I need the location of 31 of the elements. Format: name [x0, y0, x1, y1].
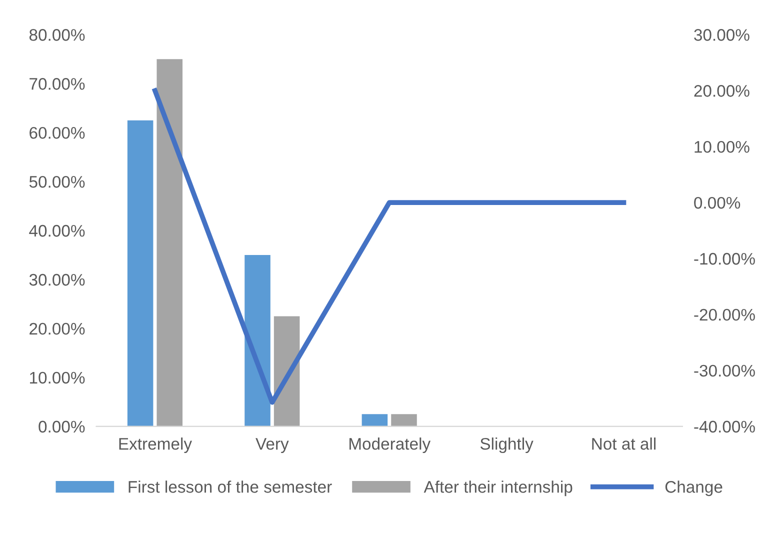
- x-tick-label: Not at all: [592, 438, 656, 450]
- y-tick-label: 60.00%: [30, 126, 85, 139]
- legend-label: Change: [665, 480, 722, 496]
- x-tick-label: Very: [256, 438, 289, 454]
- y2-tick-label: 0.00%: [694, 196, 740, 209]
- y-tick-label: 30.00%: [29, 274, 85, 286]
- bar: [274, 316, 300, 426]
- y-tick-label: 70.00%: [30, 78, 85, 90]
- y2-tick-label: -30.00%: [694, 364, 755, 377]
- y2-tick-label: 10.00%: [694, 140, 750, 153]
- x-tick-label: Slightly: [480, 438, 534, 454]
- x-tick-label: Moderately: [350, 438, 431, 454]
- y2-tick-label: 30.00%: [694, 29, 750, 41]
- bar: [391, 414, 417, 426]
- y-tick-label: 80.00%: [29, 29, 85, 41]
- legend-label: First lesson of the semester: [128, 480, 332, 493]
- y-tick-label: 0.00%: [38, 420, 85, 433]
- bar: [244, 255, 270, 426]
- y2-tick-label: -40.00%: [694, 420, 755, 433]
- bar: [362, 414, 388, 426]
- y-tick-label: 10.00%: [30, 372, 85, 384]
- y-tick-label: 50.00%: [29, 176, 85, 188]
- y-tick-label: 20.00%: [30, 322, 85, 335]
- y2-tick-label: -20.00%: [694, 308, 755, 321]
- bar: [156, 59, 183, 426]
- y2-tick-label: 20.00%: [694, 85, 750, 97]
- x-tick-label: Extremely: [119, 438, 192, 454]
- y2-tick-label: -10.00%: [694, 252, 755, 265]
- bar: [127, 120, 154, 426]
- legend-label: After their internship: [424, 480, 572, 496]
- y-tick-label: 40.00%: [29, 224, 85, 237]
